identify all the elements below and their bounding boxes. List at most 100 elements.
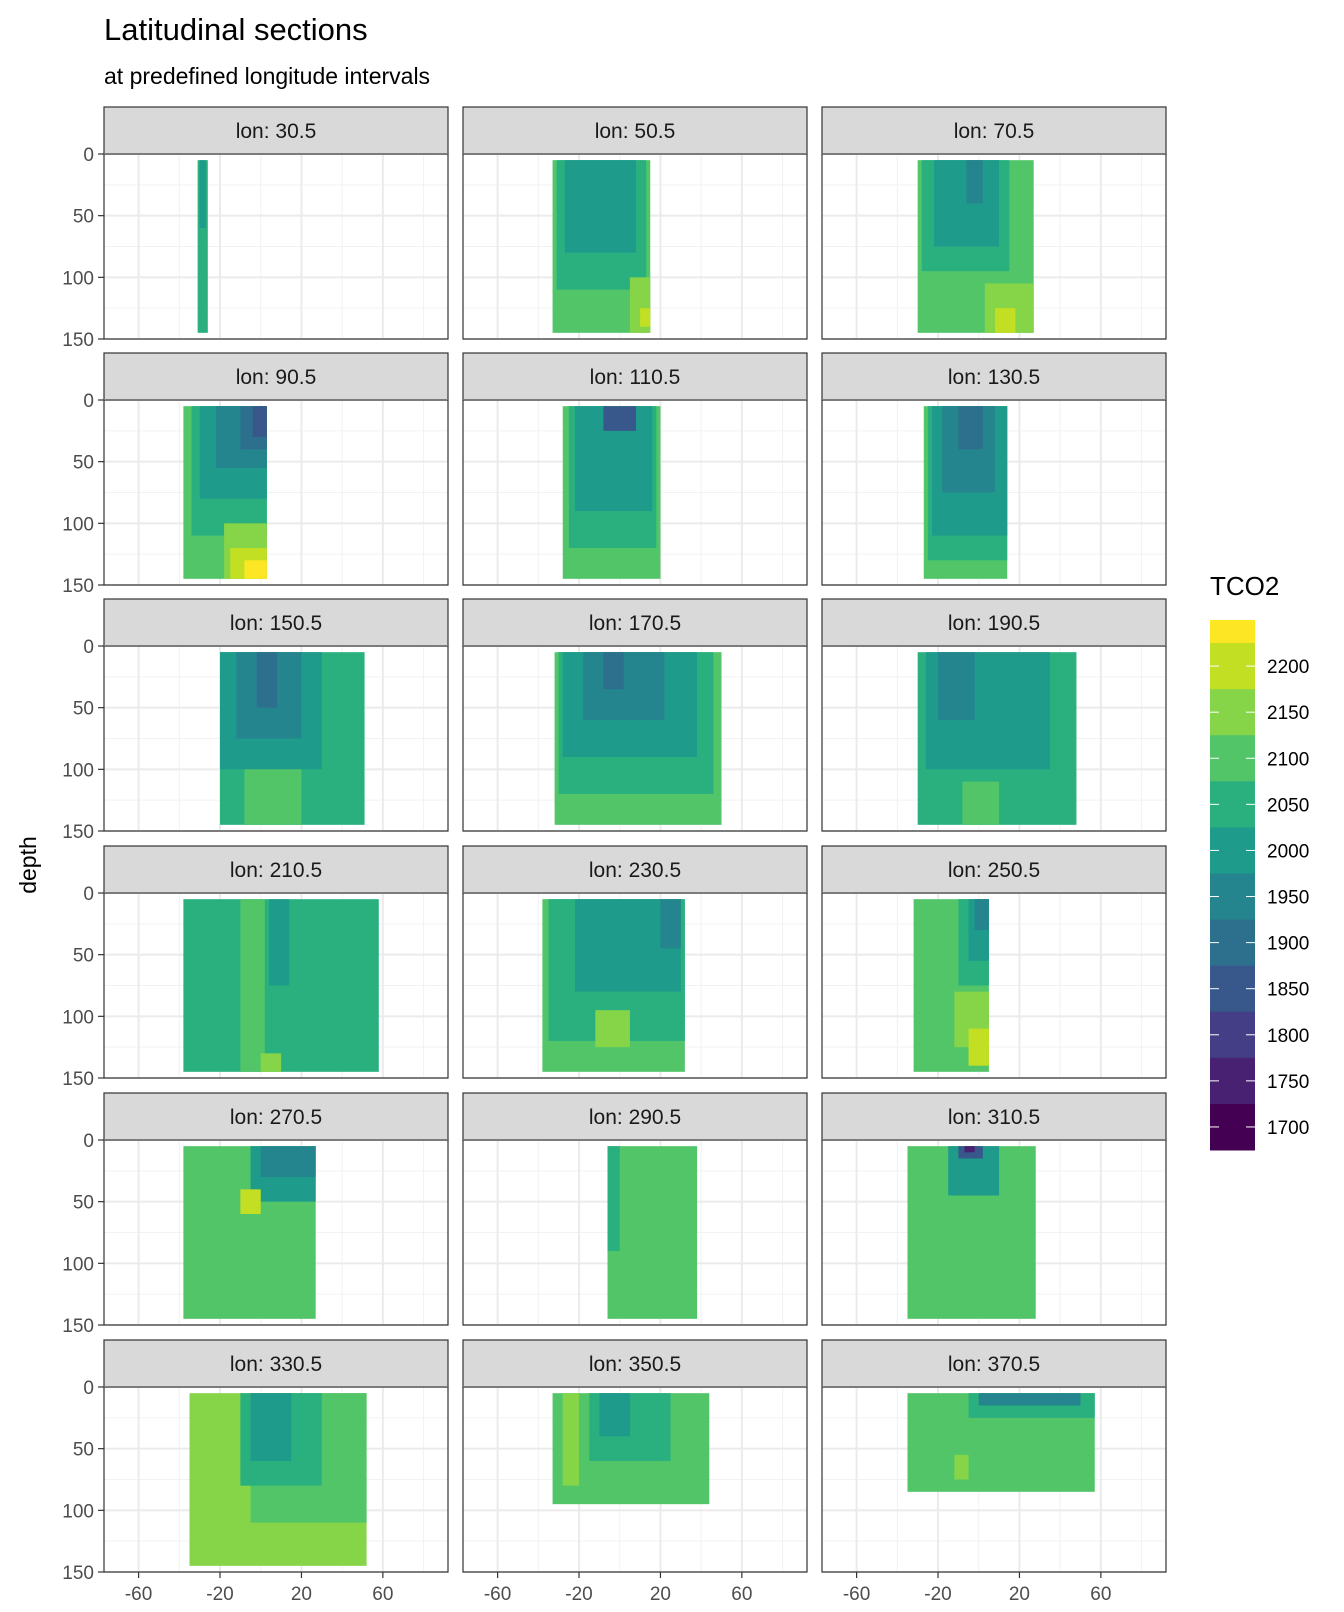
panel-border	[462, 153, 808, 340]
legend-break-label: 2100	[1267, 749, 1309, 770]
facet-strip-label: lon: 250.5	[948, 859, 1040, 882]
contour-region	[562, 1393, 580, 1486]
facet-panel: lon: 90.5 0 50 100 150	[62, 352, 449, 597]
facet-strip	[821, 352, 1167, 401]
contour-region	[240, 899, 265, 1072]
y-tick-label: 100	[62, 1254, 94, 1275]
panel-border	[103, 645, 449, 832]
x-tick-label: 20	[1009, 1584, 1030, 1605]
facet-panel: lon: 170.5	[462, 598, 808, 832]
y-tick-label: 0	[83, 884, 94, 905]
facet-strip	[821, 1092, 1167, 1141]
x-tick-label: -20	[565, 1584, 592, 1605]
facet-panel: lon: 350.5 -60 -20 20 60	[462, 1339, 808, 1605]
facet-panel: lon: 270.5 0 50 100 150	[62, 1092, 449, 1337]
contour-region	[978, 1393, 1081, 1406]
x-tick-label: 60	[731, 1584, 752, 1605]
contour-region	[199, 160, 206, 228]
facet-strip-label: lon: 190.5	[948, 612, 1040, 635]
y-tick-label: 0	[83, 1131, 94, 1152]
facet-strip	[821, 106, 1167, 155]
facet-strip-label: lon: 270.5	[230, 1106, 322, 1129]
facet-panel: lon: 70.5	[821, 106, 1167, 340]
panel-border	[103, 1386, 449, 1573]
contour-region	[954, 1454, 969, 1480]
facet-strip-label: lon: 170.5	[589, 612, 681, 635]
panel-border	[462, 1139, 808, 1326]
facet-strip	[103, 1092, 449, 1141]
panel-border	[821, 645, 1167, 832]
contour-region	[268, 899, 290, 986]
contour-region	[564, 160, 637, 253]
legend-title: TCO2	[1210, 571, 1279, 601]
y-axis-label: depth	[15, 836, 41, 894]
contour-region	[966, 160, 983, 204]
facet-strip-label: lon: 370.5	[948, 1353, 1040, 1376]
x-tick-label: 20	[650, 1584, 671, 1605]
y-tick-label: 50	[73, 1193, 94, 1214]
contour-region	[974, 899, 989, 930]
legend-break-label: 1750	[1267, 1072, 1309, 1093]
facet-panel: lon: 250.5	[821, 845, 1167, 1079]
y-tick-label: 50	[73, 1440, 94, 1461]
facet-strip-label: lon: 350.5	[589, 1353, 681, 1376]
y-tick-label: 50	[73, 453, 94, 474]
contour-region	[660, 899, 681, 949]
facet-panel: lon: 310.5	[821, 1092, 1167, 1326]
legend: TCO2 2200 2150 2100 2050 2000 1950 1900 1850 180…	[1210, 571, 1309, 1151]
facet-strip	[821, 845, 1167, 894]
panel-border	[462, 645, 808, 832]
chart-title: Latitudinal sections	[104, 12, 368, 47]
facet-strip	[821, 1339, 1167, 1388]
facet-strip-label: lon: 50.5	[595, 120, 676, 143]
legend-color-bin	[1210, 620, 1255, 644]
y-tick-label: 100	[62, 760, 94, 781]
facet-strip-label: lon: 290.5	[589, 1106, 681, 1129]
panel-border	[103, 1139, 449, 1326]
facet-panel: lon: 370.5 -60 -20 20 60	[821, 1339, 1167, 1605]
x-tick-label: 20	[291, 1584, 312, 1605]
y-tick-label: 50	[73, 699, 94, 720]
contour-region	[640, 308, 651, 327]
facet-strip	[462, 106, 808, 155]
x-tick-label: -60	[843, 1584, 870, 1605]
contour-region	[595, 1010, 630, 1048]
contour-region	[197, 160, 208, 333]
y-tick-label: 100	[62, 514, 94, 535]
facet-strip	[462, 845, 808, 894]
panel-border	[821, 1139, 1167, 1326]
facet-strip	[821, 598, 1167, 647]
panel-border	[821, 153, 1167, 340]
contour-region	[244, 769, 302, 825]
contour-region	[607, 1146, 620, 1251]
contour-region	[240, 1189, 261, 1214]
y-tick-label: 150	[62, 576, 94, 597]
contour-region	[995, 308, 1016, 333]
contour-region	[603, 406, 637, 431]
y-tick-label: 150	[62, 822, 94, 843]
legend-break-label: 2150	[1267, 703, 1309, 724]
contour-region	[256, 652, 278, 708]
y-tick-label: 0	[83, 637, 94, 658]
legend-break-label: 1950	[1267, 888, 1309, 909]
y-tick-label: 0	[83, 391, 94, 412]
y-tick-label: 100	[62, 1007, 94, 1028]
legend-break-label: 1900	[1267, 934, 1309, 955]
facet-panel: lon: 130.5	[821, 352, 1167, 586]
facet-strip-label: lon: 330.5	[230, 1353, 322, 1376]
facet-strip-label: lon: 310.5	[948, 1106, 1040, 1129]
facet-panel: lon: 210.5 0 50 100 150	[62, 845, 449, 1090]
facet-panel: lon: 30.5 0 50 100 150	[62, 106, 449, 351]
facet-strip-label: lon: 130.5	[948, 366, 1040, 389]
y-tick-label: 50	[73, 207, 94, 228]
panel-border	[462, 892, 808, 1079]
legend-break-label: 1800	[1267, 1026, 1309, 1047]
facet-strip	[462, 1092, 808, 1141]
facet-strip	[103, 106, 449, 155]
contour-region	[938, 652, 975, 720]
facet-panel: lon: 330.5 0 50 100 150 -60 -20 20 60	[62, 1339, 449, 1605]
contour-region	[603, 652, 624, 690]
facet-panel: lon: 50.5	[462, 106, 808, 340]
facet-strip	[103, 598, 449, 647]
y-tick-label: 0	[83, 145, 94, 166]
